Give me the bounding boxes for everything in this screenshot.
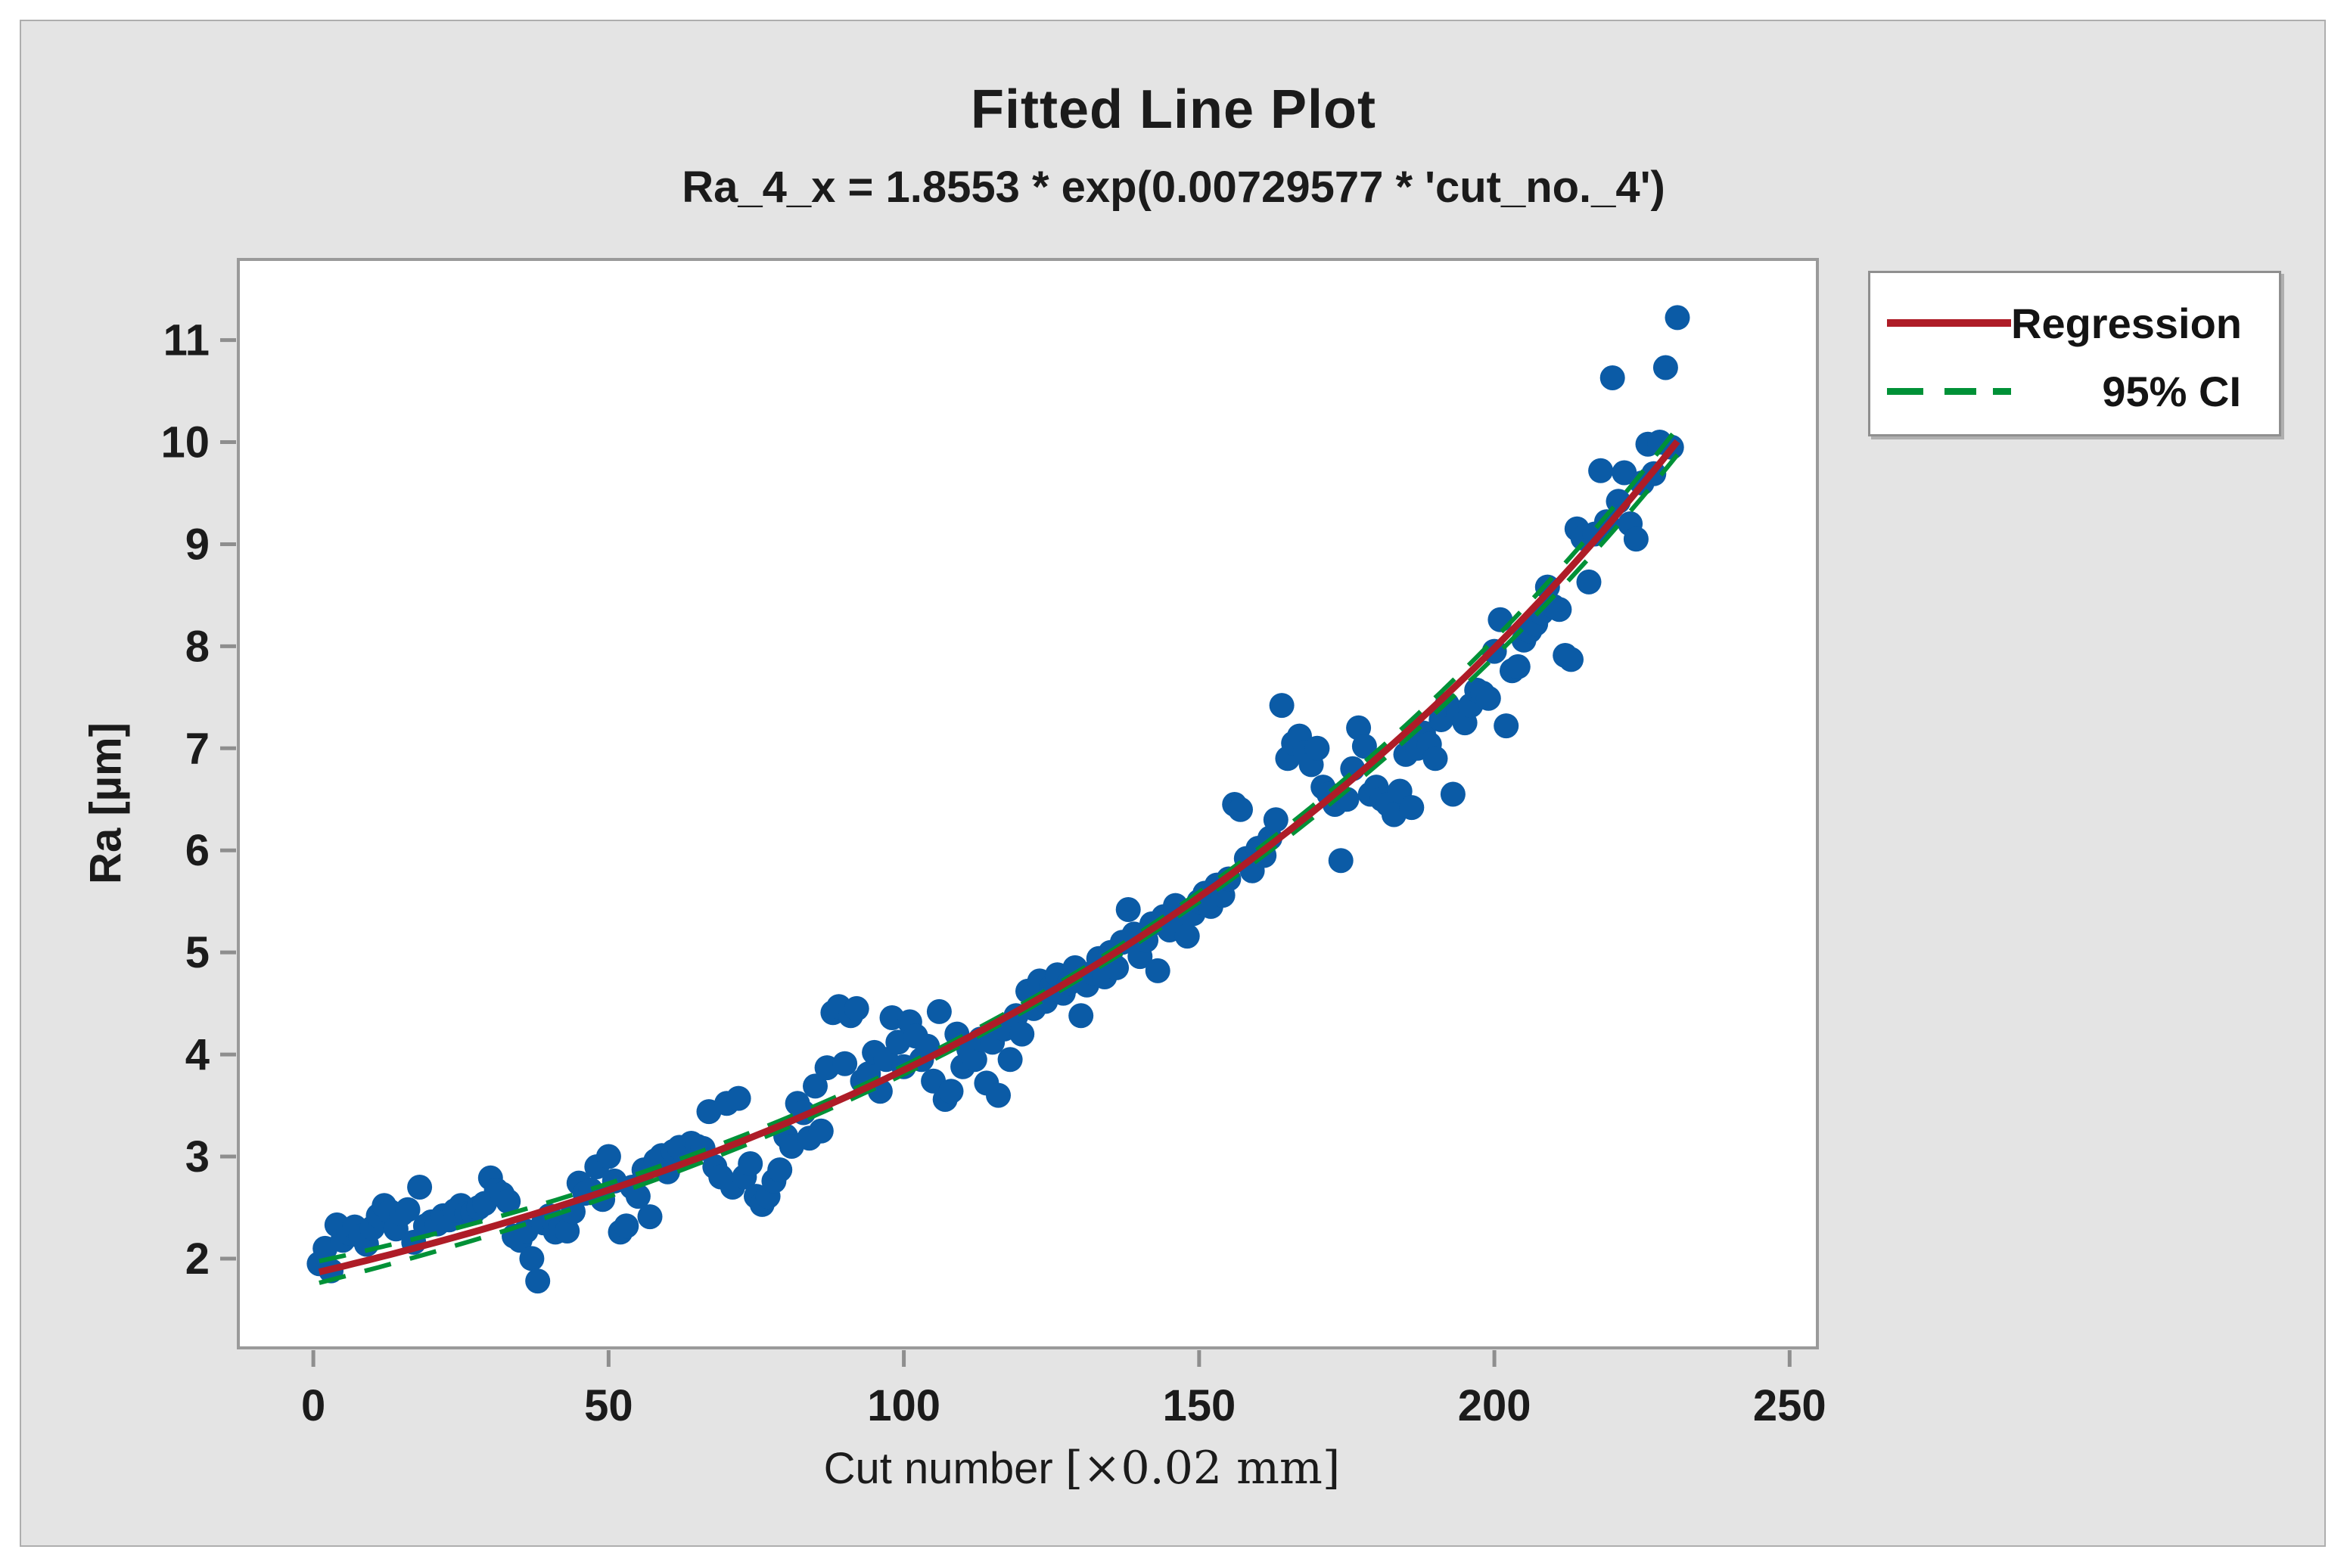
scatter-point	[1494, 713, 1519, 739]
scatter-point	[1304, 735, 1330, 761]
scatter-point	[1599, 365, 1625, 390]
x-tick-label: 50	[584, 1381, 633, 1430]
regression-line	[318, 439, 1680, 1275]
scatter-point	[625, 1184, 651, 1209]
y-axis-label: Ra [µm]	[81, 722, 131, 884]
x-tick-label: 150	[1162, 1381, 1236, 1430]
scatter-point	[1665, 305, 1690, 331]
chart-equation: Ra_4_x = 1.8553 * exp(0.00729577 * 'cut_…	[682, 163, 1665, 212]
scatter-point	[926, 998, 952, 1024]
scatter-point	[1652, 355, 1678, 380]
scatter-point	[986, 1082, 1011, 1108]
x-axis-label-unit: [×0.02 mm]	[1065, 1442, 1341, 1495]
legend-entry-regression: Regression	[1870, 296, 2279, 350]
legend-label: Regression	[2011, 299, 2242, 347]
scatter-point	[1422, 746, 1448, 772]
scatter-point	[1534, 574, 1560, 600]
scatter-point	[637, 1204, 663, 1230]
legend-label: 95% CI	[2102, 367, 2241, 415]
scatter-point	[1228, 796, 1253, 822]
ci-lower-line	[319, 453, 1680, 1285]
scatter-point	[938, 1079, 964, 1104]
scatter-point	[525, 1268, 551, 1294]
scatter-point	[726, 1085, 751, 1111]
scatter-point	[1475, 685, 1501, 711]
plot-area	[237, 258, 1819, 1349]
scatter-point	[1269, 693, 1295, 719]
scatter-point	[407, 1175, 433, 1200]
scatter-point	[519, 1246, 545, 1271]
scatter-point	[1547, 597, 1572, 623]
y-tick-label: 5	[185, 928, 210, 977]
scatter-point	[1505, 654, 1531, 679]
scatter-point	[1440, 781, 1466, 807]
scatter-point	[555, 1219, 580, 1244]
scatter-point	[395, 1197, 421, 1222]
x-tick-label: 100	[867, 1381, 940, 1430]
scatter-point	[808, 1118, 834, 1144]
scatter-point	[1623, 526, 1649, 552]
y-tick-label: 2	[185, 1234, 210, 1284]
y-tick-label: 7	[185, 724, 210, 773]
scatter-point	[1009, 1021, 1035, 1047]
scatter-point	[962, 1047, 987, 1073]
chart-title: Fitted Line Plot	[971, 79, 1376, 140]
scatter-point	[1576, 569, 1602, 595]
scatter-point	[767, 1157, 793, 1183]
scatter-point	[595, 1144, 621, 1169]
scatter-point	[1588, 458, 1614, 483]
scatter-point	[844, 995, 869, 1021]
scatter-point	[803, 1073, 828, 1099]
scatter-point	[1399, 795, 1425, 821]
scatter-point	[738, 1151, 763, 1176]
regression-line-swatch	[1887, 319, 2011, 327]
ci-line-swatch	[1887, 387, 2011, 395]
y-tick-label: 4	[185, 1030, 210, 1079]
x-tick-label: 0	[301, 1381, 325, 1430]
scatter-point	[614, 1213, 639, 1239]
legend-box: Regression 95% CI	[1868, 271, 2281, 436]
legend-entry-ci: 95% CI	[1870, 364, 2279, 418]
y-tick-label: 8	[185, 622, 210, 671]
scatter-point	[997, 1047, 1023, 1073]
scatter-point	[1263, 807, 1289, 833]
scatter-point	[1328, 848, 1354, 874]
ci-upper-line	[319, 426, 1680, 1264]
y-tick-label: 11	[163, 316, 210, 365]
x-axis-label: Cut number [×0.02 mm]	[0, 1442, 2164, 1495]
y-tick-label: 9	[185, 520, 210, 569]
scatter-point	[1115, 897, 1141, 922]
scatter-point	[1174, 924, 1200, 949]
y-tick-label: 6	[185, 826, 210, 875]
y-tick-label: 3	[185, 1132, 210, 1181]
scatter-point	[832, 1051, 858, 1076]
scatter-point	[1351, 734, 1377, 759]
scatter-point	[1068, 1003, 1094, 1029]
x-tick-label: 200	[1458, 1381, 1531, 1430]
scatter-point	[1145, 958, 1170, 983]
scatter-point	[1559, 647, 1584, 672]
y-tick-label: 10	[160, 418, 210, 467]
x-tick-label: 250	[1753, 1381, 1826, 1430]
x-axis-label-text: Cut number	[823, 1444, 1065, 1493]
scatter-point	[496, 1188, 521, 1214]
